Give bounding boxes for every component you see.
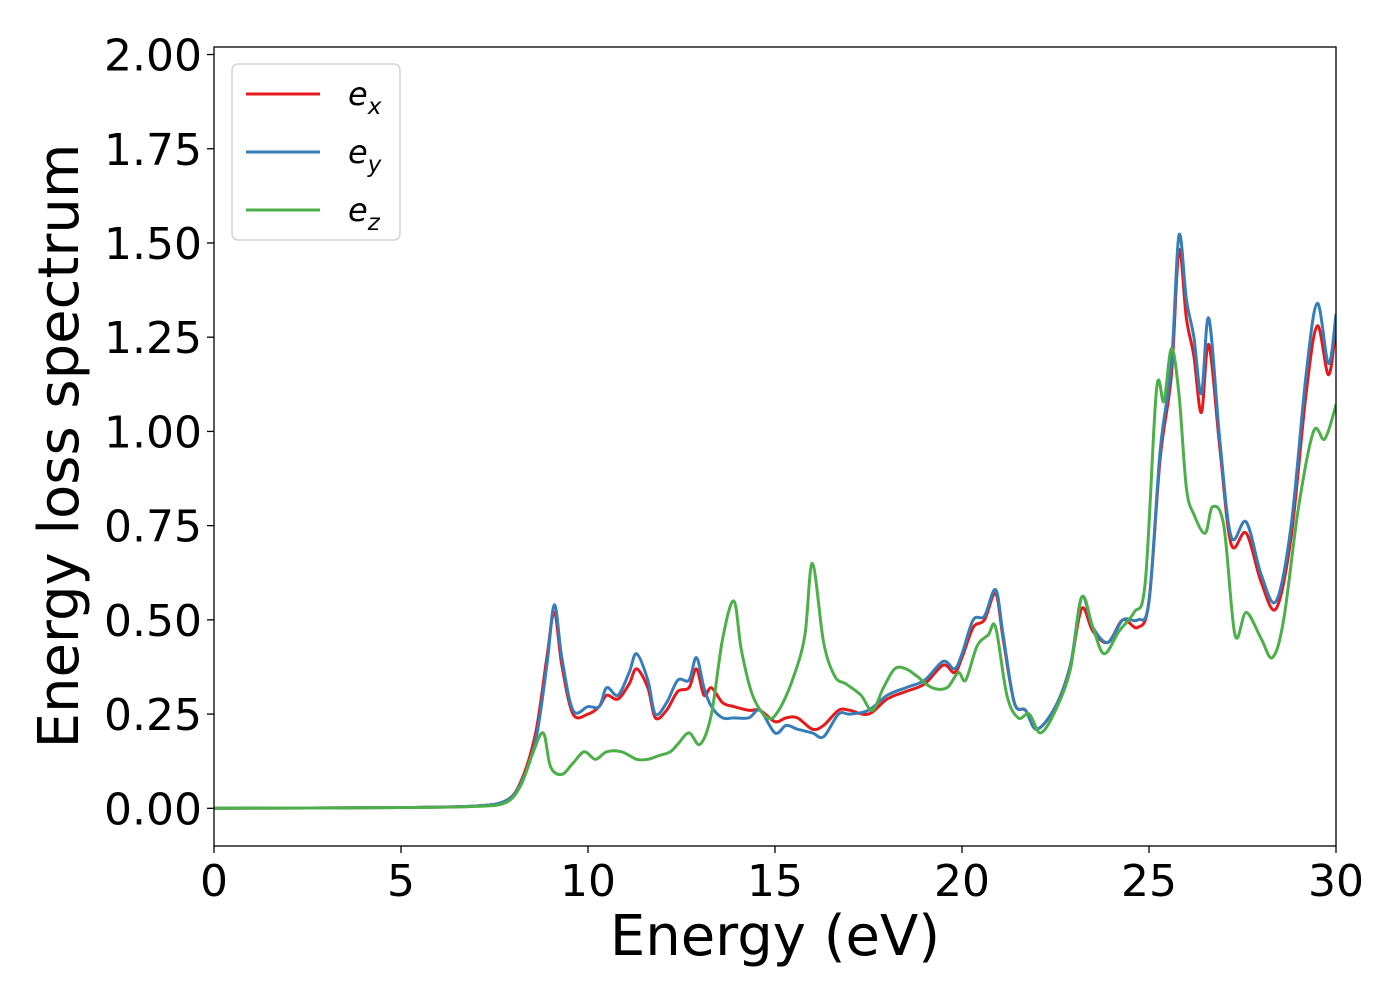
- y-axis-title: Energy loss spectrum: [27, 144, 92, 749]
- x-tick-label: 30: [1308, 856, 1364, 907]
- y-tick-label: 1.50: [104, 219, 202, 270]
- y-axis-ticks: 0.00 0.25 0.50 0.75 1.00 1.25 1.50 1.75 2.00: [104, 31, 214, 835]
- series-line-y: [214, 232, 1336, 810]
- x-axis-ticks: 0 5 10 15 20 25 30: [200, 846, 1364, 907]
- legend: ex ey ez: [231, 63, 401, 241]
- y-tick-label: 0.50: [104, 596, 202, 647]
- y-tick-label: 1.75: [104, 125, 202, 176]
- legend-label-x: ex: [348, 75, 382, 120]
- y-tick-label: 0.00: [104, 784, 202, 835]
- legend-label-y: ey: [348, 133, 382, 178]
- legend-label-z: ez: [348, 191, 381, 236]
- series-lines: [214, 232, 1336, 810]
- x-tick-label: 0: [200, 856, 228, 907]
- y-tick-label: 1.00: [104, 407, 202, 458]
- x-tick-label: 10: [560, 856, 616, 907]
- x-axis-title: Energy (eV): [610, 904, 940, 969]
- y-tick-label: 1.25: [104, 313, 202, 364]
- series-line-x: [214, 248, 1336, 810]
- series-line-z: [214, 347, 1336, 810]
- y-tick-label: 2.00: [104, 31, 202, 82]
- x-tick-label: 20: [934, 856, 990, 907]
- x-tick-label: 5: [387, 856, 415, 907]
- y-tick-label: 0.75: [104, 502, 202, 553]
- x-tick-label: 25: [1121, 856, 1177, 907]
- y-tick-label: 0.25: [104, 690, 202, 741]
- x-tick-label: 15: [747, 856, 803, 907]
